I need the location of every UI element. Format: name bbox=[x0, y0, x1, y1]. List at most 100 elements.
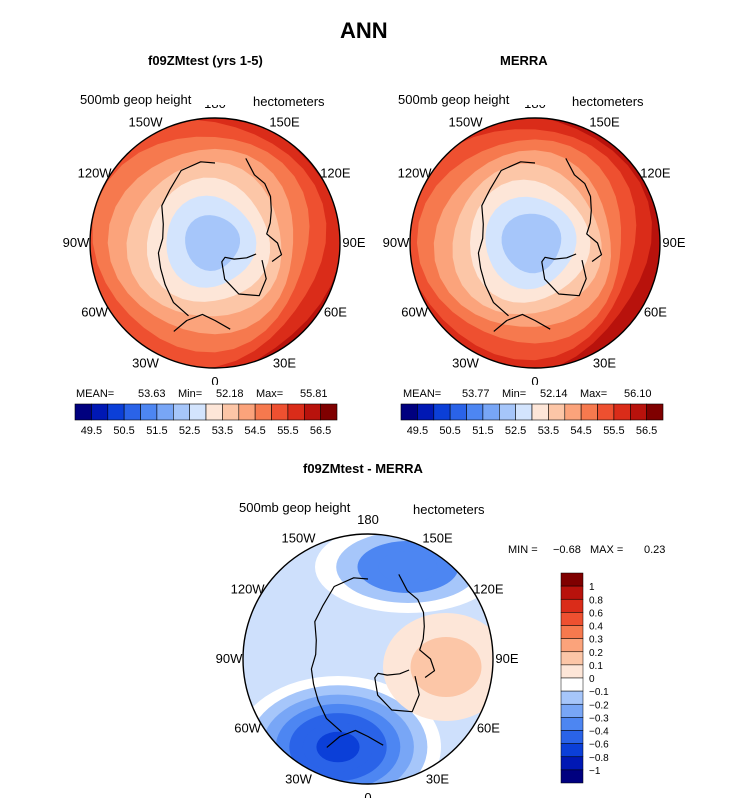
panel2-colorbar-swatch bbox=[449, 403, 467, 421]
panel3-max-value: 0.23 bbox=[644, 544, 666, 556]
panel2-max-value: 56.10 bbox=[624, 388, 652, 400]
panel3-lon-label: 60W bbox=[234, 721, 261, 736]
panel3-north-america-coast bbox=[398, 574, 436, 678]
panel1-frame bbox=[89, 117, 341, 369]
panel1-eurasia-coast bbox=[157, 161, 216, 317]
panel2-north-america-coast bbox=[565, 158, 603, 262]
panel2-lon-label: 90E bbox=[662, 235, 685, 250]
panel3-colorbar-tick-label: 1 bbox=[589, 582, 595, 593]
panel2-colorbar-swatch bbox=[646, 403, 664, 421]
panel3-colorbar-swatch bbox=[560, 769, 584, 784]
panel1-colorbar-swatch bbox=[173, 403, 191, 421]
panel2-units: hectometers bbox=[572, 94, 644, 109]
panel1-colorbar-tick-label: 55.5 bbox=[277, 425, 298, 437]
panel2-lon-label: 150E bbox=[589, 115, 620, 130]
panel3-colorbar-swatch bbox=[560, 690, 584, 705]
panel1-colorbar-swatch bbox=[107, 403, 125, 421]
panel2-colorbar-swatch bbox=[482, 403, 500, 421]
panel2-lon-label: 90W bbox=[383, 235, 410, 250]
panel2-colorbar-swatch bbox=[597, 403, 615, 421]
panel2-lon-label: 120E bbox=[640, 166, 671, 181]
panel3-lon-label: 90W bbox=[216, 651, 243, 666]
panel3-colorbar-swatch bbox=[560, 677, 584, 692]
panel3-colorbar-tick-label: −1 bbox=[589, 766, 601, 777]
panel3-colorbar-swatch bbox=[560, 756, 584, 771]
panel2-colorbar: 49.5 50.5 51.5 52.5 53.5 54.5 55.5 56.5 bbox=[400, 403, 664, 437]
panel2-lon-label: 60E bbox=[644, 305, 667, 320]
panel1-europe-coast bbox=[173, 313, 231, 332]
panel3-colorbar-tick-label: 0.3 bbox=[589, 635, 603, 646]
panel2-colorbar-swatch bbox=[499, 403, 517, 421]
panel2-mean-label: MEAN= bbox=[403, 388, 442, 400]
panel1-map: 180 150E 120E 90E 60E 30E 0 30W 60W 90W 120W 150W bbox=[63, 105, 366, 385]
panel2-variable: 500mb geop height bbox=[398, 92, 510, 107]
figure-title: ANN bbox=[340, 18, 388, 43]
panel1-colorbar-swatch bbox=[91, 403, 109, 421]
panel2-lon-label: 120W bbox=[398, 166, 433, 181]
panel2-colorbar-tick-label: 53.5 bbox=[538, 425, 559, 437]
panel1-lon-label: 120W bbox=[78, 166, 113, 181]
panel3-colorbar-swatch bbox=[560, 704, 584, 718]
panel3-frame bbox=[242, 533, 494, 785]
panel3-lon-label: 90E bbox=[495, 651, 518, 666]
panel3-colorbar-swatch bbox=[560, 638, 584, 652]
panel3-colorbar-tick-label: 0 bbox=[589, 674, 595, 685]
panel1-colorbar: 49.5 50.5 51.5 52.5 53.5 54.5 55.5 56.5 bbox=[74, 403, 338, 437]
panel1-lon-label: 120E bbox=[320, 166, 351, 181]
panel3-europe-coast bbox=[326, 729, 384, 748]
panel3-colorbar-tick-label: 0.6 bbox=[589, 608, 603, 619]
panel2-colorbar-tick-label: 55.5 bbox=[603, 425, 624, 437]
panel1-colorbar-swatch bbox=[254, 403, 272, 421]
panel1-max-value: 55.81 bbox=[300, 388, 328, 400]
panel1-mean-value: 53.63 bbox=[138, 388, 166, 400]
panel2-band bbox=[501, 213, 562, 274]
panel3-anomaly bbox=[410, 637, 482, 697]
panel3-colorbar-tick-label: 0.1 bbox=[589, 661, 603, 672]
panel2-eurasia-coast bbox=[477, 161, 536, 317]
panel2-min-value: 52.14 bbox=[540, 388, 568, 400]
panel1-colorbar-swatch bbox=[123, 403, 141, 421]
panel3-lon-label: 180 bbox=[357, 513, 379, 527]
panel2-colorbar-swatch bbox=[515, 403, 533, 421]
panel3-eurasia-coast bbox=[310, 577, 369, 733]
panel1-colorbar-tick-label: 50.5 bbox=[113, 425, 134, 437]
panel1-lon-label: 60W bbox=[81, 305, 108, 320]
panel1-colorbar-swatch bbox=[304, 403, 322, 421]
panel1-colorbar-swatch bbox=[320, 403, 338, 421]
panel1-colorbar-swatch bbox=[156, 403, 174, 421]
panel2-colorbar-swatch bbox=[466, 403, 484, 421]
panel3-lon-label: 0 bbox=[364, 790, 371, 798]
panel3-lon-label: 120W bbox=[231, 582, 266, 597]
panel2-lon-label: 60W bbox=[401, 305, 428, 320]
panel1-colorbar-tick-label: 54.5 bbox=[244, 425, 265, 437]
panel2-colorbar-tick-label: 56.5 bbox=[636, 425, 657, 437]
panel2-frame bbox=[409, 117, 661, 369]
panel3-colorbar-swatch bbox=[560, 572, 584, 587]
panel1-title: f09ZMtest (yrs 1-5) bbox=[148, 53, 263, 68]
panel3-greenland-coast bbox=[374, 669, 420, 713]
panel1-colorbar-swatch bbox=[74, 403, 92, 421]
panel2-colorbar-tick-label: 54.5 bbox=[570, 425, 591, 437]
panel2-colorbar-swatch bbox=[630, 403, 648, 421]
panel2-min-label: Min= bbox=[502, 388, 527, 400]
panel2-lon-label: 150W bbox=[449, 115, 484, 130]
panel3-colorbar-swatch bbox=[560, 625, 584, 639]
panel2-colorbar-swatch bbox=[548, 403, 566, 421]
panel1-units: hectometers bbox=[253, 94, 325, 109]
panel1-max-label: Max= bbox=[256, 388, 284, 400]
panel1-lon-label: 180 bbox=[204, 105, 226, 111]
panel2-colorbar-tick-label: 51.5 bbox=[472, 425, 493, 437]
panel1-min-label: Min= bbox=[178, 388, 203, 400]
panel1-colorbar-swatch bbox=[222, 403, 240, 421]
panel3-colorbar-tick-label: −0.2 bbox=[589, 700, 609, 711]
panel2-europe-coast bbox=[493, 313, 551, 332]
panel2-colorbar-swatch bbox=[564, 403, 582, 421]
panel2-max-label: Max= bbox=[580, 388, 608, 400]
panel2-mean-value: 53.77 bbox=[462, 388, 490, 400]
panel2-colorbar-tick-label: 50.5 bbox=[439, 425, 460, 437]
panel2-colorbar-swatch bbox=[580, 403, 598, 421]
panel3-colorbar-swatch bbox=[560, 585, 584, 600]
panel2-colorbar-swatch bbox=[531, 403, 549, 421]
panel3-lon-label: 120E bbox=[473, 582, 504, 597]
